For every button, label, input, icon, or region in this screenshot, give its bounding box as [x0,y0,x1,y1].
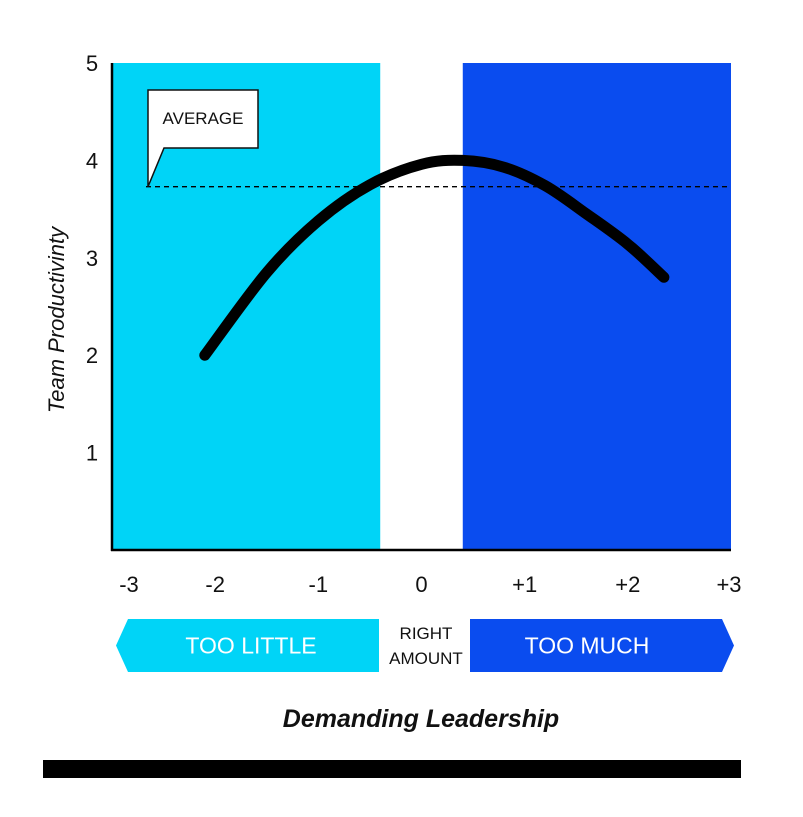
y-axis-label: Team Productivinty [44,225,69,413]
x-tick-label: 0 [415,572,427,597]
x-tick-label: -2 [205,572,225,597]
too-little-label: TOO LITTLE [185,633,316,659]
region-legend-bar: TOO LITTLE RIGHT AMOUNT TOO MUCH [116,619,734,672]
x-tick-label: +2 [615,572,640,597]
x-tick-label: -3 [119,572,139,597]
y-tick-label: 1 [86,441,98,466]
too-little-band [116,619,379,672]
region-too-much [462,63,731,550]
y-tick-label: 2 [86,343,98,368]
average-callout-box [147,89,259,187]
x-tick-label: +3 [716,572,741,597]
right-amount-label-line2: AMOUNT [389,649,463,668]
y-tick-label: 3 [86,246,98,271]
y-tick-labels: 1 2 3 4 5 [86,51,98,466]
right-amount-label-line1: RIGHT [400,624,453,643]
average-callout: AVERAGE [147,89,259,187]
x-axis-label: Demanding Leadership [283,705,559,733]
too-much-label: TOO MUCH [525,633,650,659]
too-much-band [470,619,734,672]
x-tick-label: -1 [309,572,329,597]
bottom-rule [43,760,741,778]
average-callout-label: AVERAGE [163,109,244,128]
x-tick-labels: -3 -2 -1 0 +1 +2 +3 [119,572,741,597]
x-tick-label: +1 [512,572,537,597]
y-tick-label: 5 [86,51,98,76]
productivity-curve [199,154,670,361]
y-tick-label: 4 [86,148,98,173]
